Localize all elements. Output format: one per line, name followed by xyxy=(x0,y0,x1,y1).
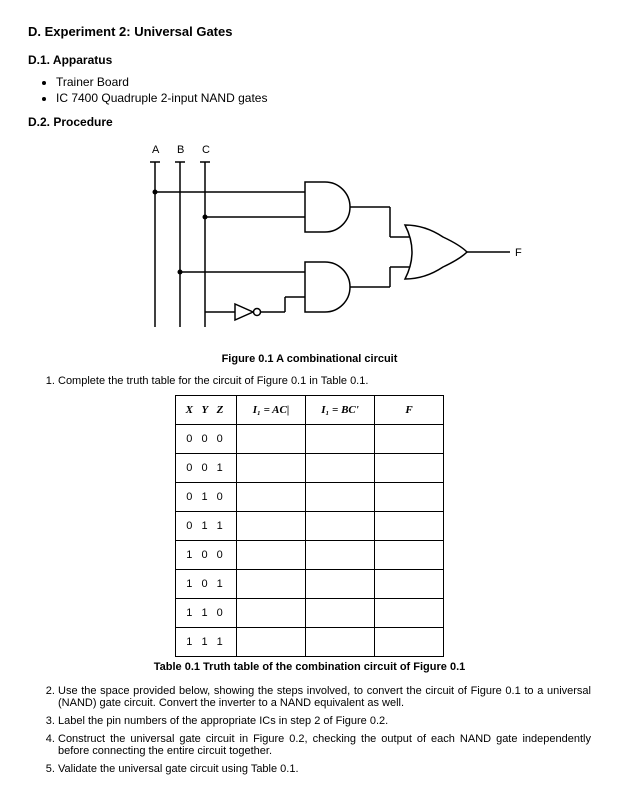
label-f: F xyxy=(515,247,522,259)
procedure-list: Complete the truth table for the circuit… xyxy=(28,375,591,387)
cell-empty xyxy=(375,599,444,628)
procedure-step: Use the space provided below, showing th… xyxy=(58,685,591,709)
cell-xyz: 0 0 0 xyxy=(176,425,237,454)
table-caption: Table 0.1 Truth table of the combination… xyxy=(28,661,591,673)
cell-empty xyxy=(306,541,375,570)
cell-empty xyxy=(237,483,306,512)
procedure-step: Label the pin numbers of the appropriate… xyxy=(58,715,591,727)
cell-empty xyxy=(306,512,375,541)
cell-empty xyxy=(237,512,306,541)
label-a: A xyxy=(152,144,160,156)
list-item: Trainer Board xyxy=(56,75,591,89)
cell-empty xyxy=(237,628,306,657)
cell-xyz: 1 0 1 xyxy=(176,570,237,599)
cell-empty xyxy=(237,599,306,628)
th-i2: I₁ = BC' xyxy=(306,396,375,425)
cell-xyz: 1 0 0 xyxy=(176,541,237,570)
experiment-title: D. Experiment 2: Universal Gates xyxy=(28,24,591,39)
procedure-step: Construct the universal gate circuit in … xyxy=(58,733,591,757)
cell-xyz: 1 1 1 xyxy=(176,628,237,657)
figure-caption: Figure 0.1 A combinational circuit xyxy=(28,353,591,365)
label-b: B xyxy=(177,144,184,156)
cell-empty xyxy=(375,483,444,512)
list-item: IC 7400 Quadruple 2-input NAND gates xyxy=(56,91,591,105)
procedure-step: Complete the truth table for the circuit… xyxy=(58,375,591,387)
cell-empty xyxy=(375,541,444,570)
cell-xyz: 0 1 1 xyxy=(176,512,237,541)
th-i1: I₁ = AC| xyxy=(237,396,306,425)
procedure-list-2: Use the space provided below, showing th… xyxy=(28,685,591,775)
cell-xyz: 0 1 0 xyxy=(176,483,237,512)
truth-table: X Y Z I₁ = AC| I₁ = BC' F 0 0 0 0 0 1 0 … xyxy=(175,395,444,657)
cell-empty xyxy=(306,425,375,454)
cell-empty xyxy=(237,541,306,570)
procedure-step: Validate the universal gate circuit usin… xyxy=(58,763,591,775)
cell-empty xyxy=(306,454,375,483)
cell-empty xyxy=(237,570,306,599)
procedure-heading: D.2. Procedure xyxy=(28,115,591,129)
cell-empty xyxy=(306,599,375,628)
circuit-svg: A B C F xyxy=(95,137,525,347)
cell-xyz: 1 1 0 xyxy=(176,599,237,628)
cell-empty xyxy=(306,570,375,599)
cell-empty xyxy=(375,454,444,483)
th-f: F xyxy=(375,396,444,425)
cell-empty xyxy=(306,628,375,657)
cell-xyz: 0 0 1 xyxy=(176,454,237,483)
apparatus-list: Trainer Board IC 7400 Quadruple 2-input … xyxy=(28,75,591,105)
cell-empty xyxy=(375,628,444,657)
apparatus-heading: D.1. Apparatus xyxy=(28,53,591,67)
cell-empty xyxy=(306,483,375,512)
cell-empty xyxy=(375,570,444,599)
cell-empty xyxy=(237,454,306,483)
cell-empty xyxy=(375,512,444,541)
th-xyz: X Y Z xyxy=(176,396,237,425)
circuit-figure: A B C F xyxy=(28,137,591,347)
cell-empty xyxy=(237,425,306,454)
cell-empty xyxy=(375,425,444,454)
label-c: C xyxy=(202,144,210,156)
